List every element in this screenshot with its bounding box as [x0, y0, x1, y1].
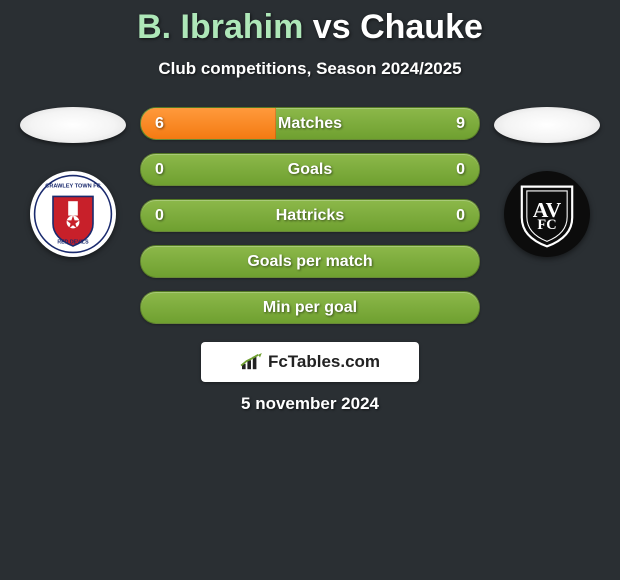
stat-value-right: 0 — [456, 207, 465, 225]
stat-bar: 0Goals0 — [140, 153, 480, 186]
stats-bars: 6Matches90Goals00Hattricks0Goals per mat… — [140, 107, 480, 324]
player1-avatar-placeholder — [20, 107, 126, 143]
watermark-text: FcTables.com — [268, 352, 380, 372]
comparison-widget: B. Ibrahim vs Chauke Club competitions, … — [0, 0, 620, 450]
player2-avatar-placeholder — [494, 107, 600, 143]
academico-viseu-crest-icon: AV FC — [511, 178, 583, 250]
subtitle: Club competitions, Season 2024/2025 — [0, 59, 620, 79]
crawley-town-crest-icon: CRAWLEY TOWN FC RED DEVILS — [33, 174, 113, 254]
stat-bar: 0Hattricks0 — [140, 199, 480, 232]
stat-bar: Goals per match — [140, 245, 480, 278]
svg-text:RED DEVILS: RED DEVILS — [57, 240, 89, 246]
right-side: AV FC — [492, 107, 602, 257]
player2-name: Chauke — [360, 8, 483, 46]
watermark: FcTables.com — [201, 342, 419, 382]
svg-text:FC: FC — [537, 217, 556, 233]
stat-label: Goals per match — [141, 253, 479, 271]
player1-name: B. Ibrahim — [137, 8, 303, 46]
left-side: CRAWLEY TOWN FC RED DEVILS — [18, 107, 128, 257]
club-left-badge: CRAWLEY TOWN FC RED DEVILS — [30, 171, 116, 257]
stat-value-right: 0 — [456, 161, 465, 179]
main-row: CRAWLEY TOWN FC RED DEVILS 6Matches90Goa… — [0, 107, 620, 324]
vs-label: vs — [313, 8, 351, 46]
stat-label: Matches — [141, 115, 479, 133]
stat-bar: 6Matches9 — [140, 107, 480, 140]
svg-text:CRAWLEY TOWN FC: CRAWLEY TOWN FC — [45, 184, 100, 190]
page-title: B. Ibrahim vs Chauke — [0, 8, 620, 47]
stat-label: Min per goal — [141, 299, 479, 317]
stat-bar: Min per goal — [140, 291, 480, 324]
stat-value-right: 9 — [456, 115, 465, 133]
club-right-badge: AV FC — [504, 171, 590, 257]
stat-label: Goals — [141, 161, 479, 179]
date-label: 5 november 2024 — [0, 394, 620, 414]
bar-chart-icon — [240, 353, 262, 371]
stat-label: Hattricks — [141, 207, 479, 225]
